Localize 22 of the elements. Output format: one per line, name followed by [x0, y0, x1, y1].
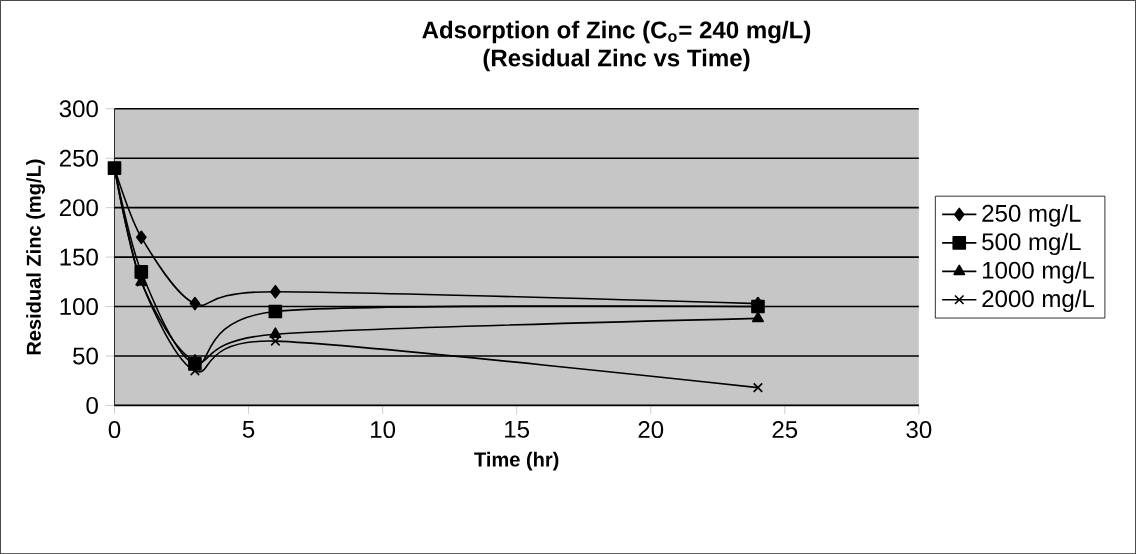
y-tick-label: 100: [60, 297, 98, 315]
x-tick-label: 25: [772, 421, 798, 439]
legend-label: 2000 mg/L: [982, 289, 1095, 312]
y-tick-label: 300: [59, 100, 98, 118]
y-axis-title: Residual Zinc (mg/L): [26, 159, 45, 355]
x-tick-label: 0: [108, 421, 121, 439]
x-tick-label: 10: [371, 421, 396, 439]
y-tick-label: 150: [60, 248, 98, 266]
x-tick-label: 15: [505, 421, 530, 438]
x-tick-label: 20: [638, 421, 664, 439]
x-tick-label: 5: [242, 421, 255, 438]
x-tick-label: 30: [906, 421, 932, 439]
chart-title: Adsorption of Zinc (C$_{o}$= 240 mg/L): [422, 20, 811, 44]
x-axis-title: Time (hr): [474, 451, 559, 471]
chart-subtitle: (Residual Zinc vs Time): [483, 48, 750, 72]
legend-label: 250 mg/L: [982, 204, 1081, 227]
y-tick-label: 200: [59, 199, 98, 217]
y-tick-label: 250: [59, 149, 98, 167]
legend-label: 1000 mg/L: [983, 261, 1095, 284]
legend-label: 500 mg/L: [982, 232, 1081, 256]
y-tick-label: 50: [73, 347, 98, 365]
y-tick-label: 0: [86, 396, 98, 414]
